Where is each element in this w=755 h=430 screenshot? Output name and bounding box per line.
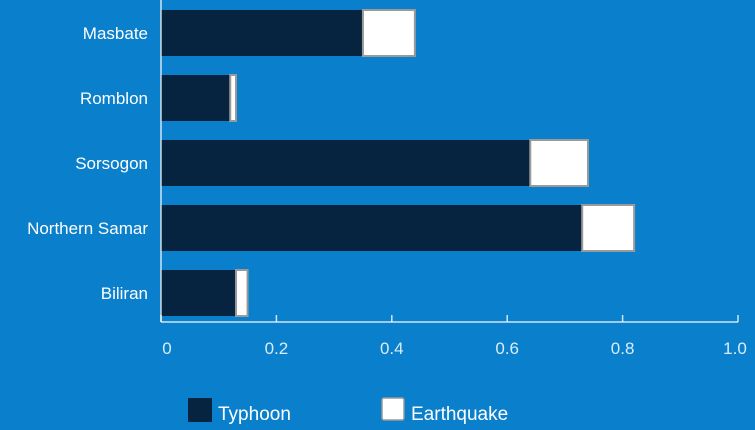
bar-earthquake-romblon <box>229 74 238 122</box>
bar-earthquake-masbate <box>361 9 416 57</box>
category-label-masbate: Masbate <box>83 24 148 43</box>
legend: Typhoon Earthquake <box>188 397 508 425</box>
bar-typhoon-romblon <box>161 75 231 121</box>
axis-layer <box>160 0 738 323</box>
x-tick-labels: 0 0.2 0.4 0.6 0.8 1.0 <box>160 315 747 358</box>
legend-swatch-earthquake <box>381 397 405 421</box>
x-tick-label: 0.6 <box>495 339 519 358</box>
category-label-romblon: Romblon <box>80 89 148 108</box>
x-tick-label: 0.8 <box>611 339 635 358</box>
x-tick-label: 0 <box>162 339 171 358</box>
bar-typhoon-northern-samar <box>161 205 583 251</box>
category-labels: Masbate Romblon Sorsogon Northern Samar Bili… <box>27 24 148 303</box>
x-tick-label: 0.2 <box>265 339 289 358</box>
bar-typhoon-biliran <box>161 270 237 316</box>
bars-layer <box>161 9 636 317</box>
bar-earthquake-sorsogon <box>529 139 589 187</box>
bar-typhoon-masbate <box>161 10 363 56</box>
bar-earthquake-biliran <box>235 269 249 317</box>
x-tick-label: 1.0 <box>723 339 747 358</box>
category-label-biliran: Biliran <box>101 284 148 303</box>
bar-earthquake-northern-samar <box>581 204 636 252</box>
category-label-sorsogon: Sorsogon <box>75 154 148 173</box>
bar-typhoon-sorsogon <box>161 140 531 186</box>
legend-label-typhoon: Typhoon <box>218 404 291 425</box>
legend-label-earthquake: Earthquake <box>411 404 508 425</box>
category-label-northern-samar: Northern Samar <box>27 219 148 238</box>
x-tick-label: 0.4 <box>380 339 404 358</box>
legend-swatch-typhoon <box>188 398 212 422</box>
